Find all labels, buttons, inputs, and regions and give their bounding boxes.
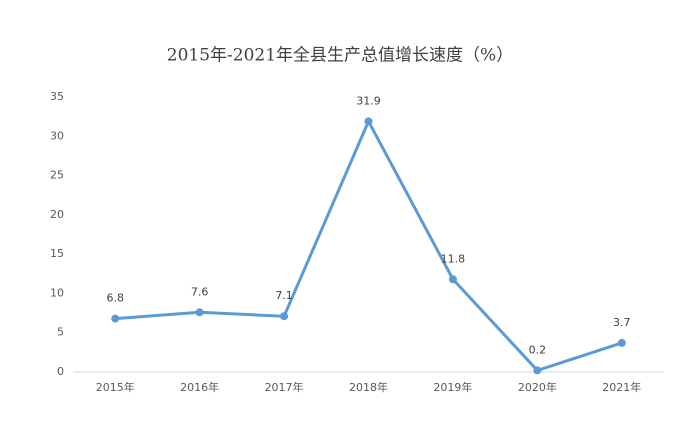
- x-tick-label: 2016年: [180, 380, 219, 394]
- y-tick-label: 25: [50, 169, 64, 182]
- data-label: 7.6: [191, 285, 209, 298]
- x-tick-label: 2020年: [518, 380, 557, 394]
- y-tick-label: 5: [57, 326, 64, 339]
- line: [115, 119, 623, 372]
- y-tick-label: 15: [50, 247, 64, 260]
- marker: [448, 275, 457, 284]
- y-tick-label: 20: [50, 208, 64, 221]
- chart-title: 2015年-2021年全县生产总值增长速度（%）: [167, 46, 513, 66]
- x-tick-label: 2017年: [265, 380, 304, 394]
- data-label: 7.1: [275, 289, 293, 302]
- data-label: 31.9: [356, 94, 381, 107]
- data-label: 6.8: [106, 292, 124, 305]
- data-label: 3.7: [613, 316, 631, 329]
- marker: [617, 338, 626, 347]
- y-tick-label: 10: [50, 286, 64, 299]
- marker: [533, 366, 542, 375]
- marker: [280, 312, 289, 321]
- marker: [195, 308, 204, 317]
- y-tick-label: 0: [57, 365, 64, 378]
- data-label: 0.2: [529, 343, 547, 356]
- marker: [111, 314, 120, 323]
- marker: [364, 117, 373, 126]
- y-tick-label: 30: [50, 129, 64, 142]
- x-tick-label: 2018年: [349, 380, 388, 394]
- x-tick-label: 2021年: [602, 380, 641, 394]
- x-tick-label: 2019年: [433, 380, 472, 394]
- data-label: 11.8: [441, 252, 466, 265]
- x-tick-label: 2015年: [96, 380, 135, 394]
- y-tick-label: 35: [50, 90, 64, 103]
